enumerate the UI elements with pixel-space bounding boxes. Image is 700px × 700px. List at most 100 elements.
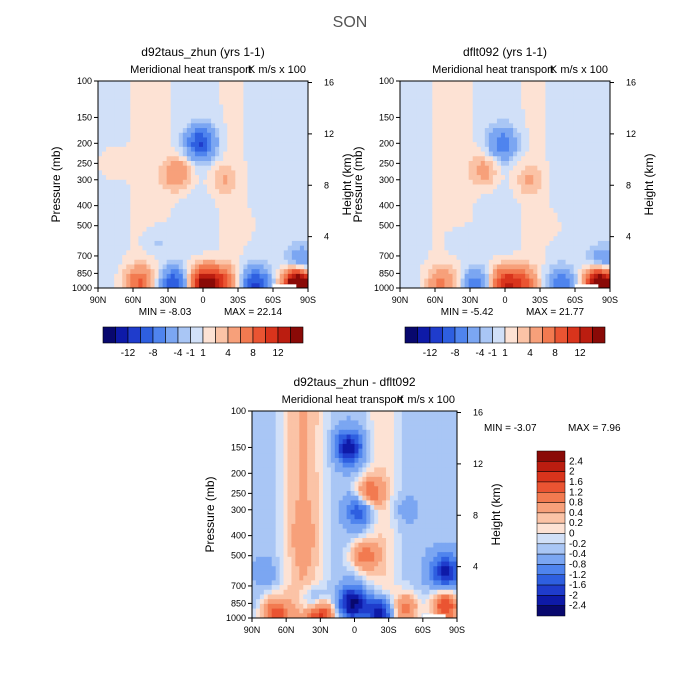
field-cell <box>537 250 542 256</box>
field-cell <box>492 165 498 171</box>
field-cell <box>134 170 139 176</box>
field-cell <box>513 222 518 228</box>
field-cell <box>597 160 603 167</box>
field-cell <box>291 259 297 265</box>
field-cell <box>537 151 542 157</box>
field-cell <box>416 179 421 185</box>
field-cell <box>207 212 212 218</box>
field-cell <box>517 236 522 242</box>
field-cell <box>239 283 244 289</box>
field-cell <box>468 123 474 129</box>
field-cell <box>440 142 445 148</box>
field-cell <box>235 264 240 270</box>
field-cell <box>211 222 216 228</box>
field-cell <box>110 217 115 223</box>
field-cell <box>122 179 127 185</box>
field-cell <box>424 222 429 228</box>
field-cell <box>130 165 135 171</box>
field-cell <box>488 151 494 157</box>
field-cell <box>271 415 277 421</box>
field-cell <box>322 415 328 421</box>
field-cell <box>509 179 514 185</box>
field-cell <box>182 273 188 279</box>
field-cell <box>102 212 107 218</box>
field-cell <box>573 273 579 279</box>
field-cell <box>190 90 196 96</box>
field-cell <box>287 104 293 110</box>
field-cell <box>464 170 470 176</box>
field-cell <box>432 123 437 129</box>
x-tick-label: 30S <box>230 295 246 305</box>
field-cell <box>271 222 277 228</box>
field-cell <box>194 123 200 129</box>
field-cell <box>521 132 526 138</box>
field-cell <box>194 236 200 242</box>
field-cell <box>182 231 188 237</box>
field-cell <box>464 208 470 214</box>
field-cell <box>154 85 159 91</box>
field-cell <box>243 90 248 96</box>
field-cell <box>549 212 554 218</box>
field-cell <box>549 184 554 190</box>
field-cell <box>445 420 450 426</box>
field-cell <box>444 142 449 148</box>
field-cell <box>404 123 409 129</box>
field-cell <box>404 179 409 185</box>
field-cell <box>271 231 277 237</box>
field-cell <box>194 231 200 237</box>
field-cell <box>505 104 510 110</box>
field-cell <box>412 151 417 157</box>
y-tick-label: 250 <box>379 158 394 168</box>
field-cell <box>158 165 164 171</box>
field-cell <box>275 269 281 275</box>
field-cell <box>408 113 413 120</box>
field-cell <box>605 264 611 270</box>
field-cell <box>295 95 301 101</box>
field-cell <box>428 240 433 247</box>
field-cell <box>452 193 457 200</box>
field-cell <box>186 95 192 101</box>
field-cell <box>432 128 437 134</box>
field-cell <box>275 146 281 152</box>
field-cell <box>505 85 510 91</box>
field-cell <box>98 193 103 200</box>
field-cell <box>154 99 159 105</box>
field-cell <box>283 236 289 242</box>
field-cell <box>279 189 285 195</box>
field-cell <box>150 179 155 185</box>
field-cell <box>251 123 256 129</box>
field-cell <box>366 411 371 417</box>
colorbar-box <box>592 326 606 344</box>
field-cell <box>601 212 607 218</box>
field-cell <box>194 222 200 228</box>
field-cell <box>404 189 409 195</box>
field-cell <box>190 175 196 181</box>
field-cell <box>569 165 575 171</box>
field-cell <box>569 208 575 214</box>
field-cell <box>231 231 236 237</box>
field-cell <box>440 85 445 91</box>
field-cell <box>215 278 220 284</box>
field-cell <box>561 156 566 162</box>
field-cell <box>211 259 216 265</box>
field-cell <box>500 231 506 237</box>
y-tick-label: 150 <box>77 112 92 122</box>
field-cell <box>488 95 494 101</box>
field-cell <box>529 160 534 167</box>
field-cell <box>211 85 216 91</box>
field-cell <box>425 411 430 417</box>
field-cell <box>577 231 583 237</box>
field-cell <box>134 273 139 279</box>
field-cell <box>549 222 554 228</box>
field-cell <box>432 151 437 157</box>
field-cell <box>178 95 184 101</box>
field-cell <box>255 217 260 223</box>
field-cell <box>525 118 530 124</box>
field-cell <box>565 226 571 232</box>
field-cell <box>166 245 172 251</box>
field-cell <box>219 113 224 120</box>
field-cell <box>412 245 417 251</box>
field-cell <box>557 240 562 247</box>
field-cell <box>142 283 147 289</box>
field-cell <box>444 179 449 185</box>
